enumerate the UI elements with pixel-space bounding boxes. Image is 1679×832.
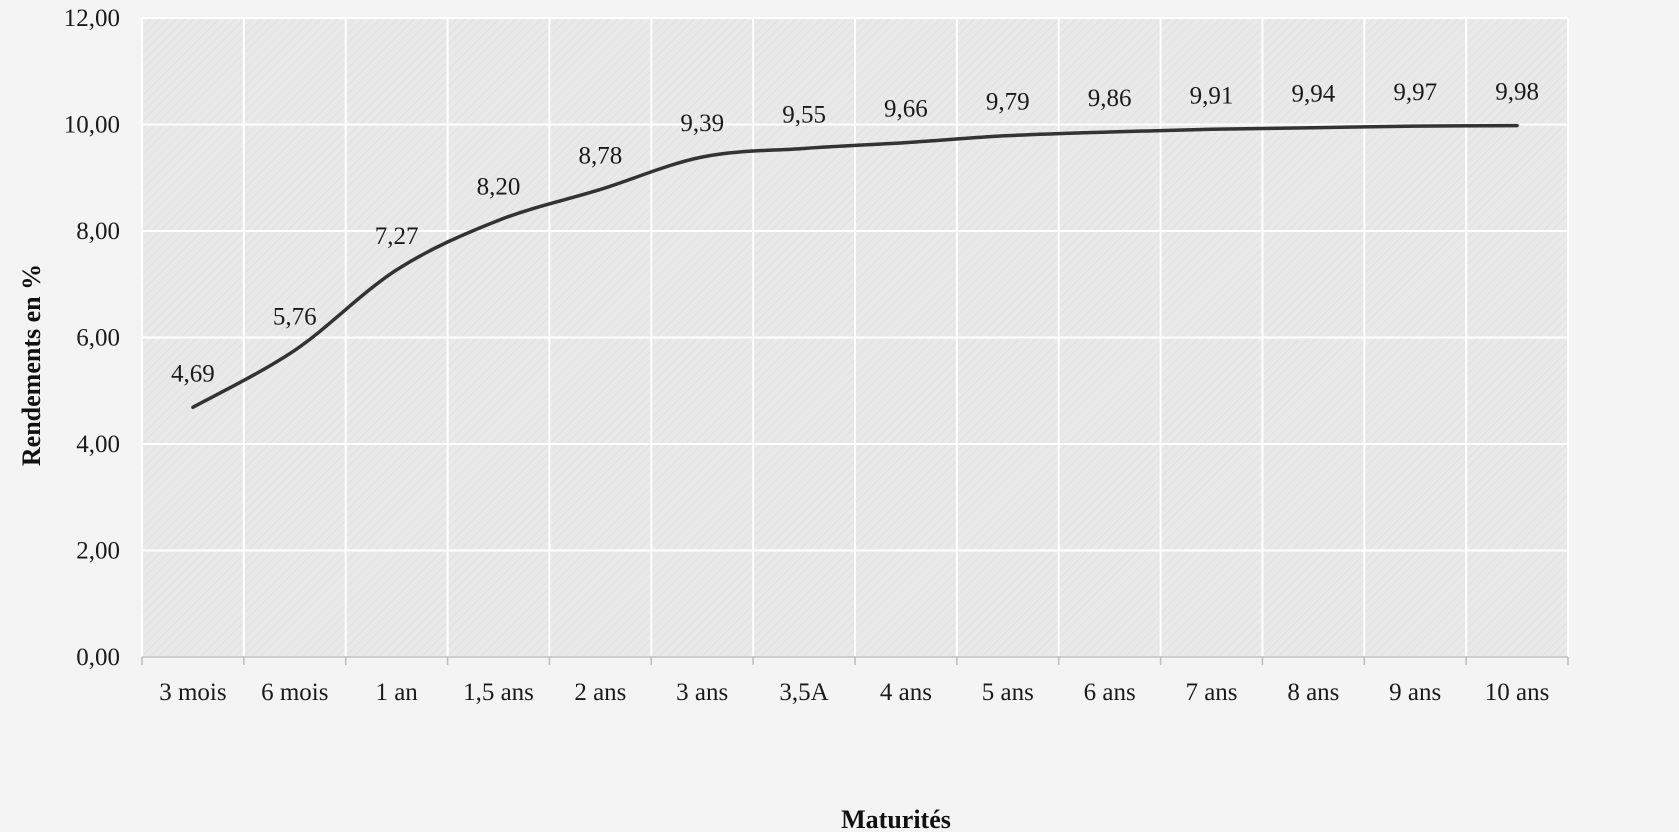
data-label-1: 5,76: [273, 303, 317, 330]
data-label-7: 9,66: [884, 96, 928, 123]
data-label-6: 9,55: [782, 101, 826, 128]
data-label-4: 8,78: [578, 142, 622, 169]
y-tick-label-3: 6,00: [76, 325, 120, 352]
x-tick-label-11: 8 ans: [1287, 679, 1339, 706]
data-label-0: 4,69: [171, 360, 215, 387]
y-axis-tick-labels: 0,00 2,00 4,00 6,00 8,00 10,00 12,00: [64, 5, 120, 671]
x-tick-label-0: 3 mois: [159, 679, 226, 706]
x-axis-title: Maturités: [841, 805, 951, 832]
x-tick-label-5: 3 ans: [676, 679, 728, 706]
x-axis-tick-labels: 3 mois 6 mois 1 an 1,5 ans 2 ans 3 ans 3,5A 4 a…: [159, 679, 1549, 706]
x-tick-label-3: 1,5 ans: [463, 679, 534, 706]
x-tick-label-10: 7 ans: [1185, 679, 1237, 706]
x-tick-label-2: 1 an: [375, 679, 418, 706]
data-label-9: 9,86: [1088, 85, 1132, 112]
y-tick-label-2: 4,00: [76, 431, 120, 458]
y-tick-label-0: 0,00: [76, 644, 120, 671]
y-tick-label-6: 12,00: [64, 5, 120, 32]
data-label-8: 9,79: [986, 89, 1030, 116]
y-axis-title: Rendements en %: [17, 264, 46, 466]
x-tick-label-4: 2 ans: [574, 679, 626, 706]
x-tick-label-13: 10 ans: [1485, 679, 1550, 706]
x-tick-label-9: 6 ans: [1084, 679, 1136, 706]
data-label-10: 9,91: [1190, 82, 1234, 109]
x-tick-label-12: 9 ans: [1389, 679, 1441, 706]
data-label-12: 9,97: [1393, 79, 1437, 106]
data-label-3: 8,20: [477, 173, 521, 200]
data-label-11: 9,94: [1291, 81, 1335, 108]
x-tick-label-8: 5 ans: [982, 679, 1034, 706]
data-label-2: 7,27: [375, 223, 419, 250]
x-tick-label-1: 6 mois: [261, 679, 328, 706]
x-tick-label-7: 4 ans: [880, 679, 932, 706]
y-tick-label-5: 10,00: [64, 112, 120, 139]
y-tick-label-4: 8,00: [76, 218, 120, 245]
series-line-rendements: [191, 123, 1519, 410]
data-label-13: 9,98: [1495, 79, 1539, 106]
data-labels: 4,69 5,76 7,27 8,20 8,78 9,39 9,55 9,66 9,79 9,86…: [171, 79, 1539, 388]
y-tick-label-1: 2,00: [76, 538, 120, 565]
grid-lines: [141, 17, 1569, 665]
x-tick-label-6: 3,5A: [779, 679, 828, 706]
data-label-5: 9,39: [680, 110, 724, 137]
